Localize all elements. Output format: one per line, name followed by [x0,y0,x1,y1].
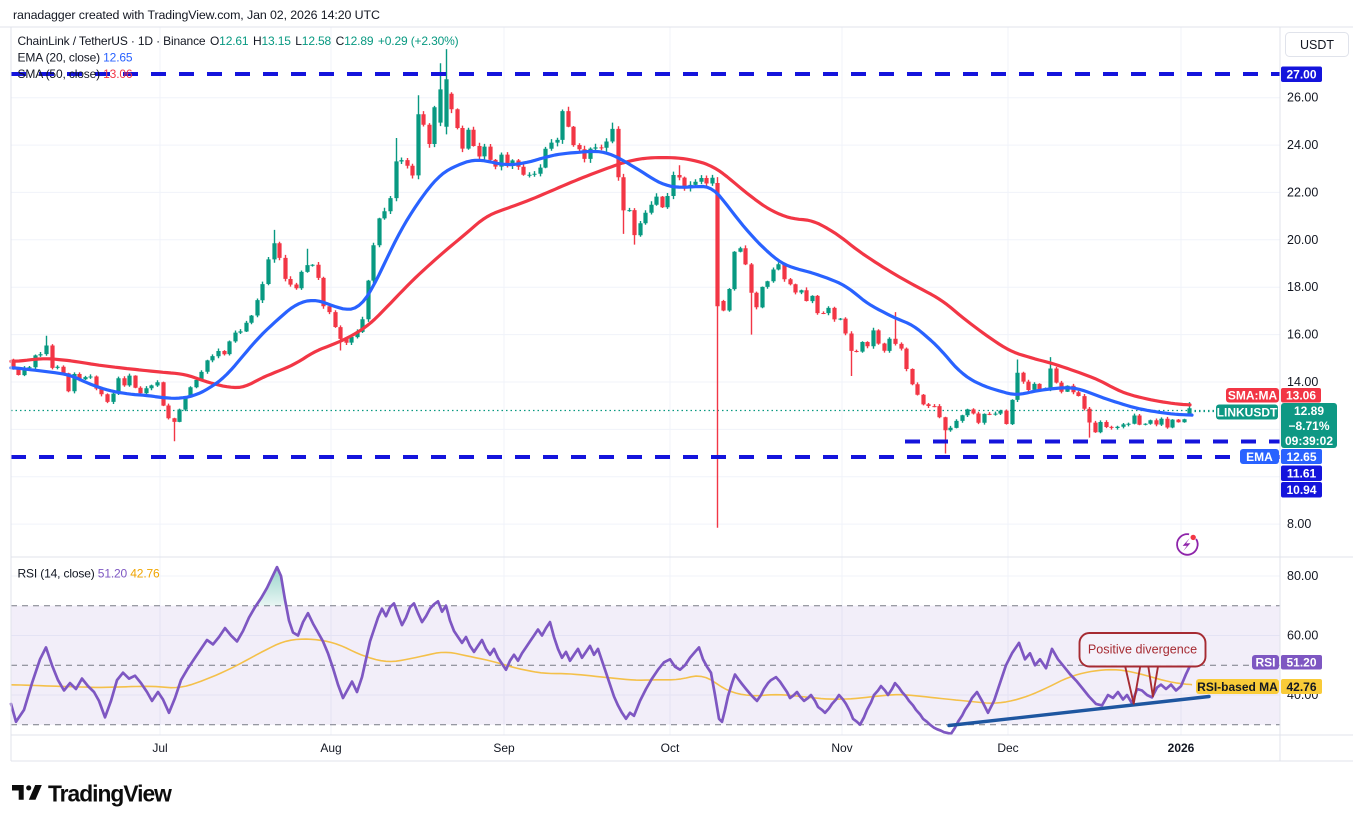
svg-text:13.06: 13.06 [1286,389,1316,403]
svg-text:Nov: Nov [831,741,852,755]
svg-text:USDT: USDT [1300,38,1334,52]
svg-text:Sep: Sep [493,741,515,755]
svg-text:RSI: RSI [1255,656,1275,670]
svg-text:27.00: 27.00 [1286,68,1316,82]
svg-text:2026: 2026 [1168,741,1195,755]
svg-text:Dec: Dec [997,741,1018,755]
svg-text:10.94: 10.94 [1286,483,1316,497]
svg-text:60.00: 60.00 [1287,629,1318,643]
svg-text:ranadagger created with Tradin: ranadagger created with TradingView.com,… [13,8,380,22]
svg-text:EMA (20, close) 12.65: EMA (20, close) 12.65 [18,51,133,65]
svg-text:Aug: Aug [320,741,341,755]
svg-text:TradingView: TradingView [48,781,172,807]
svg-text:42.76: 42.76 [1286,680,1316,694]
svg-text:11.61: 11.61 [1287,467,1317,481]
svg-text:RSI-based MA: RSI-based MA [1197,680,1278,694]
svg-text:20.00: 20.00 [1287,233,1318,247]
svg-text:RSI (14, close) 51.20 42.76: RSI (14, close) 51.20 42.76 [18,567,161,581]
svg-text:12.65: 12.65 [1286,450,1316,464]
svg-text:Positive divergence: Positive divergence [1088,643,1197,657]
svg-text:8.00: 8.00 [1287,517,1311,531]
svg-text:12.89: 12.89 [1294,404,1324,418]
svg-text:SMA (50, close) 13.06: SMA (50, close) 13.06 [18,67,133,81]
svg-text:80.00: 80.00 [1287,569,1318,583]
svg-text:14.00: 14.00 [1287,375,1318,389]
svg-text:SMA:MA: SMA:MA [1228,389,1278,403]
svg-text:−8.71%: −8.71% [1288,419,1329,433]
svg-text:18.00: 18.00 [1287,280,1318,294]
svg-text:22.00: 22.00 [1287,185,1318,199]
svg-text:24.00: 24.00 [1287,138,1318,152]
svg-text:Jul: Jul [152,741,167,755]
svg-text:EMA: EMA [1246,450,1273,464]
svg-text:ChainLink / TetherUS · 1D · Bi: ChainLink / TetherUS · 1D · Binance O12.… [18,34,459,48]
svg-text:09:39:02: 09:39:02 [1285,434,1333,448]
svg-text:26.00: 26.00 [1287,91,1318,105]
svg-text:Oct: Oct [661,741,680,755]
svg-text:16.00: 16.00 [1287,328,1318,342]
svg-text:LINKUSDT: LINKUSDT [1217,406,1278,420]
svg-text:51.20: 51.20 [1286,656,1316,670]
